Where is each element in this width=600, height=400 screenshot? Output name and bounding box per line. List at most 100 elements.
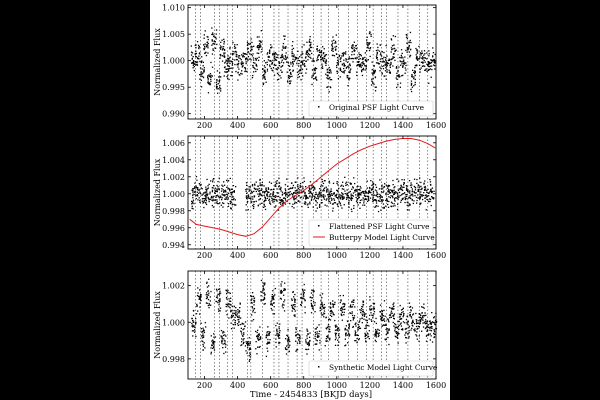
data-point bbox=[351, 210, 353, 213]
data-point bbox=[364, 334, 367, 336]
data-point bbox=[355, 200, 358, 203]
data-point bbox=[294, 187, 296, 189]
data-point bbox=[329, 200, 331, 203]
data-point bbox=[222, 194, 224, 196]
data-point bbox=[416, 331, 418, 333]
data-point bbox=[226, 194, 229, 196]
data-point bbox=[392, 191, 394, 193]
data-point bbox=[318, 54, 320, 56]
data-point bbox=[373, 194, 376, 196]
data-point bbox=[288, 77, 290, 79]
data-point bbox=[230, 74, 232, 77]
data-point bbox=[205, 186, 207, 188]
data-point bbox=[246, 343, 248, 345]
data-point bbox=[262, 83, 264, 86]
data-point bbox=[398, 75, 400, 78]
data-point bbox=[414, 74, 416, 77]
data-point bbox=[415, 57, 418, 60]
data-point bbox=[209, 193, 211, 195]
data-point bbox=[288, 75, 291, 77]
data-point bbox=[232, 53, 234, 55]
data-point bbox=[292, 70, 294, 72]
data-point bbox=[401, 312, 403, 314]
data-point bbox=[313, 68, 315, 70]
data-point bbox=[321, 181, 324, 183]
data-point bbox=[311, 69, 314, 71]
data-point bbox=[383, 65, 385, 67]
data-point bbox=[291, 187, 293, 190]
data-point bbox=[307, 53, 310, 55]
data-point bbox=[200, 187, 202, 189]
data-point bbox=[373, 70, 375, 73]
data-point bbox=[233, 312, 235, 315]
data-point bbox=[348, 333, 350, 335]
data-point bbox=[217, 92, 219, 94]
data-point bbox=[428, 192, 430, 194]
data-point bbox=[378, 329, 380, 331]
data-point bbox=[312, 60, 314, 62]
data-point bbox=[368, 199, 370, 201]
data-point bbox=[231, 75, 233, 77]
data-point bbox=[262, 191, 264, 193]
data-point bbox=[357, 204, 359, 206]
data-point bbox=[323, 313, 326, 315]
data-point bbox=[365, 316, 368, 318]
data-point bbox=[265, 188, 267, 191]
data-point bbox=[423, 182, 425, 184]
data-point bbox=[411, 194, 413, 196]
data-point bbox=[242, 56, 244, 58]
data-point bbox=[364, 52, 366, 54]
data-point bbox=[301, 72, 303, 74]
data-point bbox=[286, 334, 288, 336]
data-point bbox=[314, 335, 316, 337]
data-point bbox=[273, 188, 275, 191]
data-point bbox=[278, 185, 281, 187]
data-point bbox=[394, 50, 396, 53]
data-point bbox=[254, 62, 256, 64]
data-point bbox=[312, 73, 314, 75]
data-point bbox=[342, 303, 344, 305]
data-point bbox=[424, 323, 426, 325]
data-point bbox=[374, 184, 377, 186]
data-point bbox=[334, 325, 336, 327]
data-point bbox=[307, 348, 310, 350]
data-point bbox=[195, 176, 198, 178]
data-point bbox=[342, 53, 344, 55]
data-point bbox=[297, 50, 299, 52]
data-point bbox=[341, 63, 343, 65]
data-point bbox=[329, 314, 332, 316]
data-point bbox=[219, 196, 221, 198]
data-point bbox=[242, 65, 244, 68]
data-point bbox=[245, 188, 247, 191]
data-point bbox=[424, 327, 427, 330]
data-point bbox=[321, 58, 324, 60]
data-point bbox=[358, 321, 360, 323]
data-point bbox=[322, 314, 324, 316]
data-point bbox=[402, 328, 404, 330]
data-point bbox=[370, 33, 372, 36]
data-point bbox=[382, 60, 384, 62]
data-point bbox=[204, 322, 206, 324]
data-point bbox=[419, 203, 422, 205]
data-point bbox=[196, 179, 198, 181]
data-point bbox=[371, 78, 373, 80]
data-point bbox=[273, 198, 275, 200]
data-point bbox=[239, 303, 241, 305]
data-point bbox=[246, 44, 249, 47]
data-point bbox=[427, 329, 429, 331]
data-point bbox=[323, 197, 325, 199]
data-point bbox=[314, 304, 316, 306]
data-point bbox=[195, 185, 197, 187]
data-point bbox=[257, 339, 260, 341]
data-point bbox=[321, 67, 323, 69]
data-point bbox=[431, 60, 434, 62]
data-point bbox=[306, 41, 308, 43]
data-point bbox=[226, 304, 228, 306]
data-point bbox=[336, 53, 338, 55]
data-point bbox=[265, 190, 267, 192]
data-point bbox=[215, 199, 217, 201]
data-point bbox=[422, 319, 424, 321]
data-point bbox=[287, 194, 289, 196]
data-point bbox=[312, 294, 314, 296]
data-point bbox=[346, 58, 348, 61]
